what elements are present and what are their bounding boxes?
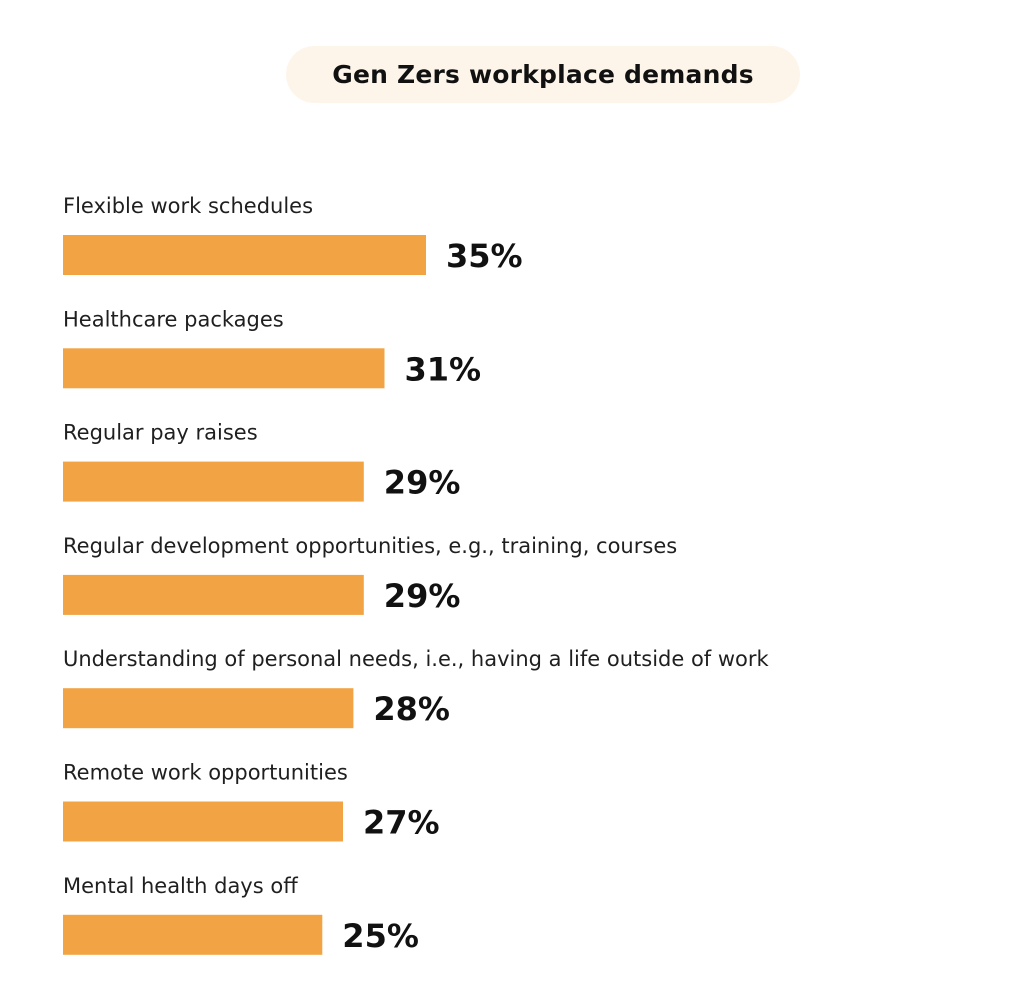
bar <box>63 235 426 275</box>
bar <box>63 801 343 842</box>
category-label: Regular pay raises <box>63 421 258 445</box>
chart-title-pill: Gen Zers workplace demands <box>286 46 800 103</box>
value-label: 27% <box>363 804 440 842</box>
category-label: Understanding of personal needs, i.e., h… <box>63 647 770 671</box>
bar <box>63 348 385 389</box>
value-label: 29% <box>384 577 461 615</box>
value-label: 28% <box>373 690 450 728</box>
bar <box>63 688 354 729</box>
category-label: Healthcare packages <box>63 307 284 331</box>
category-label: Remote work opportunities <box>63 761 348 785</box>
category-label: Mental health days off <box>63 874 298 898</box>
value-label: 35% <box>446 237 523 275</box>
category-label: Flexible work schedules <box>63 194 313 218</box>
chart-title: Gen Zers workplace demands <box>332 60 754 89</box>
bar <box>63 914 323 955</box>
value-label: 31% <box>405 350 482 388</box>
category-label: Regular development opportunities, e.g.,… <box>63 534 677 558</box>
value-label: 25% <box>342 917 419 955</box>
value-label: 29% <box>384 464 461 502</box>
bar <box>63 461 364 502</box>
bar <box>63 574 364 615</box>
